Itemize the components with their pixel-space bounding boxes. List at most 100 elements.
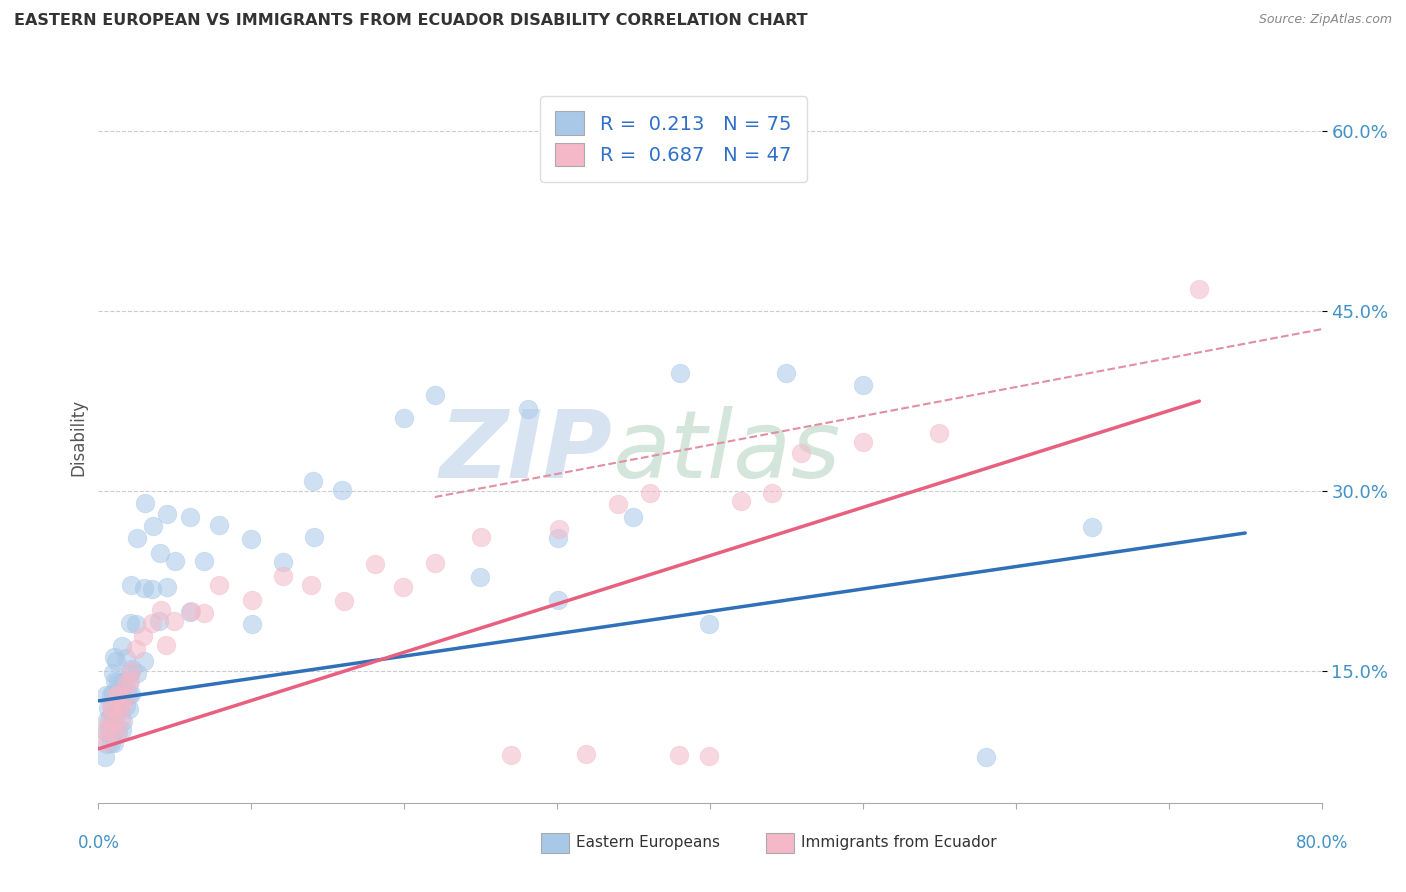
Point <box>775 366 797 380</box>
Text: ZIP: ZIP <box>439 406 612 498</box>
Point <box>114 675 136 690</box>
Point <box>118 674 141 689</box>
Point <box>104 673 127 688</box>
Point <box>125 617 148 632</box>
Point <box>120 578 142 592</box>
Point <box>240 617 263 632</box>
Point <box>98 723 121 737</box>
Point <box>134 582 156 596</box>
Point <box>547 531 569 545</box>
Point <box>468 569 491 583</box>
Point <box>98 710 121 724</box>
Point <box>141 582 163 596</box>
Point <box>423 388 446 402</box>
Point <box>193 554 215 568</box>
Point <box>101 699 124 714</box>
Point <box>974 750 997 764</box>
Point <box>501 747 523 762</box>
Point <box>333 593 356 607</box>
Text: Source: ZipAtlas.com: Source: ZipAtlas.com <box>1258 13 1392 27</box>
Point <box>107 687 129 701</box>
Point <box>606 498 628 512</box>
Point <box>240 592 263 607</box>
Point <box>108 698 131 712</box>
Point <box>730 493 752 508</box>
Point <box>114 674 136 689</box>
Point <box>271 555 294 569</box>
Point <box>121 662 143 676</box>
Point <box>118 666 141 681</box>
Point <box>111 640 134 654</box>
Point <box>101 723 124 738</box>
Point <box>517 402 540 417</box>
Point <box>240 533 263 547</box>
Point <box>96 737 118 751</box>
Point <box>100 736 122 750</box>
Point <box>141 615 163 630</box>
Point <box>125 665 148 680</box>
Point <box>107 674 129 689</box>
Point <box>470 530 492 544</box>
Point <box>392 580 415 594</box>
Point <box>669 367 692 381</box>
Text: atlas: atlas <box>612 406 841 497</box>
Point <box>363 558 385 572</box>
Point <box>103 736 125 750</box>
Point <box>180 604 202 618</box>
Point <box>118 688 141 702</box>
Point <box>105 725 128 739</box>
Point <box>110 686 132 700</box>
Point <box>118 615 141 630</box>
Point <box>94 723 117 737</box>
Point <box>101 666 124 681</box>
Point <box>761 485 783 500</box>
Point <box>1188 282 1211 296</box>
Point <box>104 654 127 668</box>
Point <box>697 616 720 631</box>
Point <box>547 593 569 607</box>
Point <box>142 518 165 533</box>
Point <box>107 725 129 739</box>
Point <box>271 569 294 583</box>
Point <box>101 701 124 715</box>
Point <box>790 446 813 460</box>
Point <box>623 510 645 524</box>
Point <box>302 474 325 488</box>
Point <box>115 698 138 713</box>
Text: Eastern Europeans: Eastern Europeans <box>576 836 720 850</box>
Text: Immigrants from Ecuador: Immigrants from Ecuador <box>801 836 997 850</box>
Point <box>392 410 415 425</box>
Point <box>94 735 117 749</box>
Point <box>115 650 138 665</box>
Point <box>149 546 172 560</box>
Point <box>179 605 201 619</box>
Point <box>120 665 142 679</box>
Y-axis label: Disability: Disability <box>69 399 87 475</box>
Point <box>179 509 201 524</box>
Point <box>155 638 177 652</box>
Point <box>121 687 143 701</box>
Point <box>928 425 950 440</box>
Point <box>103 714 125 728</box>
Point <box>425 556 447 570</box>
Point <box>330 483 353 498</box>
Point <box>193 606 215 620</box>
FancyBboxPatch shape <box>541 833 569 853</box>
Text: 0.0%: 0.0% <box>77 834 120 852</box>
Point <box>105 689 128 703</box>
Text: EASTERN EUROPEAN VS IMMIGRANTS FROM ECUADOR DISABILITY CORRELATION CHART: EASTERN EUROPEAN VS IMMIGRANTS FROM ECUA… <box>14 13 807 29</box>
Point <box>156 580 179 594</box>
Point <box>575 747 598 761</box>
Text: 80.0%: 80.0% <box>1295 834 1348 852</box>
Point <box>299 578 322 592</box>
Point <box>94 724 117 739</box>
Point <box>132 629 155 643</box>
Point <box>101 686 124 700</box>
Point <box>110 713 132 727</box>
Point <box>852 377 875 392</box>
Point <box>100 688 122 702</box>
Point <box>96 701 118 715</box>
Point <box>208 578 231 592</box>
Point <box>125 641 148 656</box>
Point <box>148 614 170 628</box>
